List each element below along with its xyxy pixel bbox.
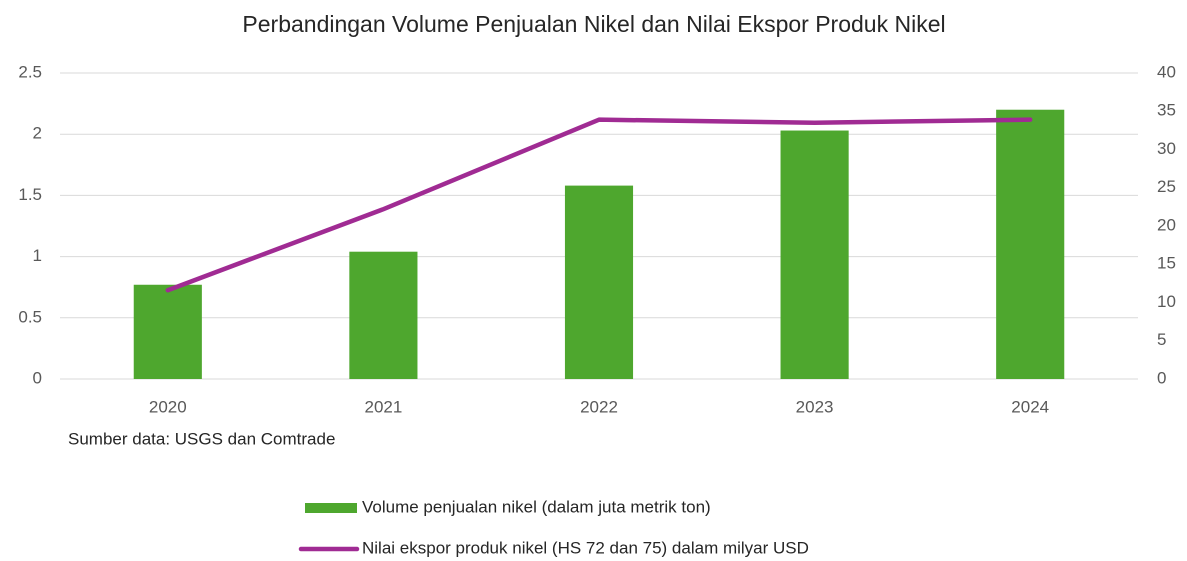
y-tick-label: 2: [33, 124, 42, 143]
x-tick-label: 2023: [796, 397, 834, 416]
bar: [133, 284, 202, 379]
bar: [349, 251, 418, 379]
y2-tick-label: 20: [1157, 215, 1176, 234]
y-tick-label: 2.5: [18, 62, 42, 81]
y2-tick-label: 5: [1157, 330, 1166, 349]
y2-tick-label: 10: [1157, 292, 1176, 311]
y2-tick-label: 25: [1157, 177, 1176, 196]
x-tick-label: 2020: [149, 397, 187, 416]
y2-tick-label: 0: [1157, 368, 1166, 387]
y-tick-label: 1.5: [18, 185, 42, 204]
legend-swatch: [305, 503, 357, 513]
x-tick-label: 2024: [1011, 397, 1049, 416]
y2-tick-label: 35: [1157, 101, 1176, 120]
legend-label: Nilai ekspor produk nikel (HS 72 dan 75)…: [362, 538, 809, 557]
y-tick-label: 0: [33, 368, 42, 387]
bar: [780, 130, 849, 379]
legend-label: Volume penjualan nikel (dalam juta metri…: [362, 497, 711, 516]
y2-tick-label: 40: [1157, 62, 1176, 81]
bar: [996, 109, 1065, 379]
y2-tick-label: 15: [1157, 254, 1176, 273]
bar: [564, 185, 634, 379]
source-note: Sumber data: USGS dan Comtrade: [68, 429, 335, 448]
y2-tick-label: 30: [1157, 139, 1176, 158]
chart-title: Perbandingan Volume Penjualan Nikel dan …: [242, 11, 945, 37]
x-tick-label: 2021: [364, 397, 402, 416]
y-tick-label: 0.5: [18, 307, 42, 326]
x-tick-label: 2022: [580, 397, 618, 416]
line: [165, 117, 1033, 293]
y-tick-label: 1: [33, 246, 42, 265]
